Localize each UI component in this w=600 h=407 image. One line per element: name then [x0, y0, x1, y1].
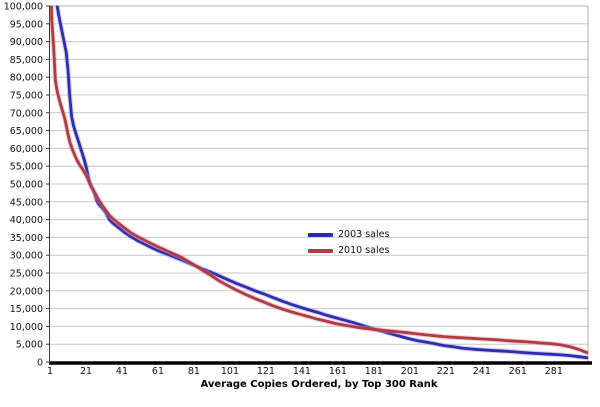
- y-tick-label: 85,000: [10, 55, 43, 66]
- x-tick-label: 21: [80, 366, 92, 377]
- x-tick-label: 241: [473, 366, 491, 377]
- y-tick-label: 35,000: [10, 233, 43, 244]
- legend-swatch-2010-icon: [308, 249, 333, 253]
- series-halo-2010-sales: [50, 5, 588, 356]
- x-tick-label: 41: [116, 366, 128, 377]
- y-tick-label: 55,000: [10, 162, 43, 173]
- y-tick-label: 20,000: [10, 286, 43, 297]
- legend-label-2010: 2010 sales: [338, 245, 390, 256]
- y-tick-label: 45,000: [10, 197, 43, 208]
- x-axis-title: Average Copies Ordered, by Top 300 Rank: [200, 379, 438, 390]
- y-tick-label: 100,000: [4, 2, 43, 13]
- legend-item-2003-sales: 2003 sales: [308, 227, 389, 243]
- y-tick-label: 95,000: [10, 19, 43, 30]
- series-line-2010-sales: [50, 5, 588, 355]
- y-tick-label: 25,000: [10, 269, 43, 280]
- legend-item-2010-sales: 2010 sales: [308, 243, 389, 259]
- y-tick-label: 15,000: [10, 304, 43, 315]
- y-tick-label: 5,000: [16, 340, 43, 351]
- x-tick-label: 161: [329, 366, 347, 377]
- y-tick-label: 10,000: [10, 322, 43, 333]
- legend-swatch-2003-icon: [308, 233, 333, 237]
- y-tick-label: 65,000: [10, 126, 43, 137]
- legend: 2003 sales 2010 sales: [308, 227, 389, 259]
- x-tick-label: 141: [293, 366, 311, 377]
- y-tick-label: 75,000: [10, 91, 43, 102]
- x-tick-label: 1: [47, 366, 53, 377]
- y-tick-label: 0: [37, 358, 43, 369]
- series-halo-2003-sales: [54, 5, 588, 361]
- legend-label-2003: 2003 sales: [338, 229, 390, 240]
- y-tick-label: 70,000: [10, 108, 43, 119]
- y-tick-label: 40,000: [10, 215, 43, 226]
- y-tick-label: 50,000: [10, 180, 43, 191]
- y-tick-label: 90,000: [10, 37, 43, 48]
- x-tick-label: 261: [509, 366, 527, 377]
- x-tick-label: 281: [545, 366, 563, 377]
- x-tick-label: 221: [437, 366, 455, 377]
- x-tick-label: 121: [257, 366, 275, 377]
- x-tick-label: 81: [188, 366, 200, 377]
- x-tick-label: 181: [365, 366, 383, 377]
- series-layer: [50, 5, 588, 361]
- y-tick-label: 80,000: [10, 73, 43, 84]
- y-tick-label: 60,000: [10, 144, 43, 155]
- x-tick-label: 101: [221, 366, 239, 377]
- y-tick-label: 30,000: [10, 251, 43, 262]
- x-tick-label: 61: [152, 366, 164, 377]
- x-tick-label: 201: [401, 366, 419, 377]
- series-line-2003-sales: [55, 5, 588, 360]
